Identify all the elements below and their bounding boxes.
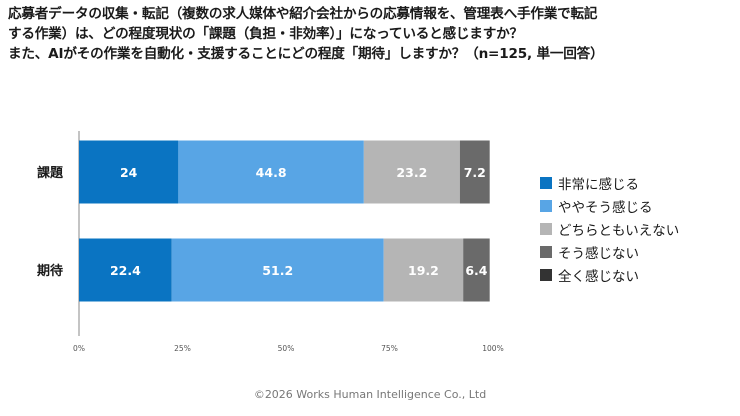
data-label: 51.2 (262, 263, 293, 278)
copyright-text: ©2026 Works Human Intelligence Co., Ltd (253, 388, 487, 401)
x-tick-label: 75% (381, 344, 398, 353)
legend-swatch (540, 199, 552, 212)
category-label: 期待 (37, 263, 63, 279)
legend-label: 全く感じない (558, 268, 639, 285)
bar-segment (79, 140, 179, 204)
bar-segment (459, 140, 490, 204)
data-label: 44.8 (256, 165, 287, 180)
bar-segment (79, 238, 172, 302)
x-tick-label: 0% (73, 344, 85, 353)
chart-legend: 非常に感じる ややそう感じるどちらともいえない そう感じない 全く感じない (540, 171, 679, 286)
legend-item: ややそう感じる (540, 194, 679, 217)
bar-segment (363, 140, 460, 204)
legend-swatch (540, 176, 552, 189)
legend-item: そう感じない (540, 240, 679, 263)
x-tick-label: 25% (174, 344, 191, 353)
data-label: 7.2 (464, 165, 486, 180)
bar-segment (463, 238, 490, 302)
legend-item: 非常に感じる (540, 171, 679, 194)
legend-label: ややそう感じる (558, 199, 653, 216)
legend-label: そう感じない (558, 245, 639, 262)
x-tick-label: 100% (482, 344, 503, 353)
data-label: 24 (120, 165, 138, 180)
data-label: 23.2 (396, 165, 427, 180)
chart-title: 応募者データの収集・転記（複数の求人媒体や紹介会社からの応募情報を、管理表へ手作… (8, 4, 736, 64)
legend-swatch (540, 222, 552, 235)
legend-swatch (540, 245, 552, 258)
title-line-2: する作業）は、どの程度現状の「課題（負担・非効率）」になっていると感じますか？ (8, 26, 523, 42)
data-label: 22.4 (110, 263, 141, 278)
bar-segment (171, 238, 384, 302)
title-line-1: 応募者データの収集・転記（複数の求人媒体や紹介会社からの応募情報を、管理表へ手作… (8, 6, 598, 22)
legend-label: どちらともいえない (558, 222, 680, 239)
legend-label: 非常に感じる (558, 176, 639, 193)
category-label: 課題 (37, 165, 64, 181)
x-tick-label: 50% (278, 344, 295, 353)
legend-item: どちらともいえない (540, 217, 679, 240)
legend-item: 全く感じない (540, 263, 679, 286)
legend-swatch (540, 268, 552, 281)
data-label: 19.2 (408, 263, 439, 278)
bar-segment (383, 238, 464, 302)
data-label: 6.4 (465, 263, 487, 278)
bar-segment (178, 140, 364, 204)
title-line-3: また、AIがその作業を自動化・支援することにどの程度「期待」しますか？（n=12… (8, 46, 604, 62)
